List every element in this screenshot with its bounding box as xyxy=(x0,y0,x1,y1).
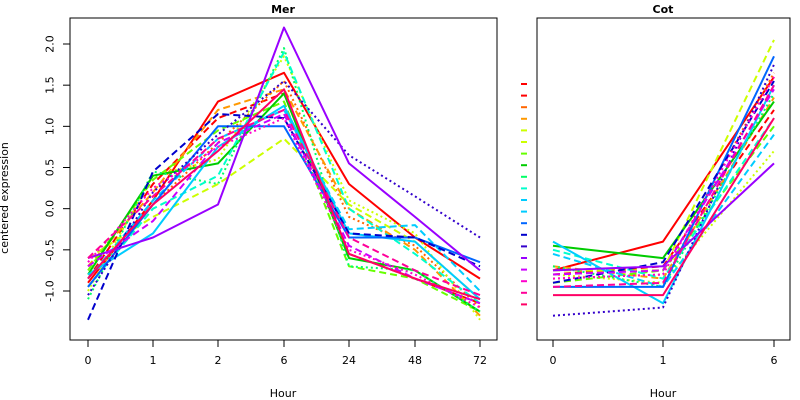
panel-cot-title: Cot xyxy=(653,3,674,16)
panel-cot-series xyxy=(552,39,775,317)
panel-mer-series-line-12 xyxy=(87,108,481,292)
panel-mer-y-axis: -1.0 -0.5 0.0 0.5 1.0 1.5 2.0 xyxy=(44,35,71,302)
panel-cot-x-tick-label: 1 xyxy=(660,354,667,367)
panel-mer-x-tick-label: 1 xyxy=(150,354,157,367)
panel-mer-series-line-4 xyxy=(87,88,481,317)
panel-cot-series-line-19 xyxy=(552,84,775,288)
panel-cot-x-axis: 0 1 6 xyxy=(550,339,778,367)
panel-cot-series-line-10 xyxy=(552,117,775,280)
panel-cot-color-key xyxy=(521,83,527,306)
panel-cot-series-line-8 xyxy=(552,101,775,260)
panel-cot-series-line-13 xyxy=(553,55,775,288)
panel-mer-x-tick-label: 48 xyxy=(408,354,422,367)
panel-mer-series-line-9 xyxy=(87,47,481,313)
panel-mer-x-tick-label: 72 xyxy=(473,354,487,367)
panel-mer-series-line-11 xyxy=(87,104,481,300)
y-axis-label: centered expression xyxy=(0,142,11,254)
panel-mer-y-tick-label: 1.5 xyxy=(44,76,57,94)
panel-mer-series-line-19 xyxy=(87,108,481,297)
panel-mer-x-tick-label: 2 xyxy=(215,354,222,367)
panel-cot-x-axis-label: Hour xyxy=(650,387,677,400)
panel-cot-series-line-15 xyxy=(552,64,775,317)
panel-cot-series-line-16 xyxy=(552,162,775,272)
panel-mer-series xyxy=(87,26,481,321)
panel-mer-series-line-20 xyxy=(87,88,481,301)
panel-mer-series-line-6 xyxy=(87,55,481,321)
panel-mer-y-tick-label: 2.0 xyxy=(44,35,57,53)
panel-mer-y-tick-label: -1.0 xyxy=(44,280,57,301)
panel-mer-title: Mer xyxy=(271,3,295,16)
panel-mer-x-tick-label: 24 xyxy=(342,354,356,367)
panel-mer-x-axis: 0 1 2 6 24 48 72 xyxy=(85,339,487,367)
panel-mer-y-tick-label: 1.0 xyxy=(44,118,57,136)
panel-cot-series-line-14 xyxy=(552,80,775,284)
panel-cot-x-tick-label: 0 xyxy=(550,354,557,367)
panel-mer-y-tick-label: -0.5 xyxy=(44,239,57,260)
panel-mer: Mer -1.0 -0.5 0.0 0.5 1.0 1.5 2.0 0 1 2 6 24 48 72 H… xyxy=(44,3,498,400)
panel-mer-series-line-16 xyxy=(87,26,481,272)
panel-cot: Cot 0 1 6 Hour xyxy=(521,3,791,400)
panel-cot-series-line-11 xyxy=(552,84,775,305)
panel-mer-x-axis-label: Hour xyxy=(270,387,297,400)
panel-cot-series-line-17 xyxy=(552,88,775,276)
panel-mer-series-line-15 xyxy=(87,80,481,296)
panel-cot-series-line-18 xyxy=(552,76,775,280)
panel-cot-series-line-20 xyxy=(553,117,775,297)
panel-mer-series-line-14 xyxy=(87,113,481,321)
panel-mer-series-line-10 xyxy=(87,51,481,305)
panel-mer-x-tick-label: 6 xyxy=(281,354,288,367)
panel-mer-x-tick-label: 0 xyxy=(85,354,92,367)
panel-mer-y-tick-label: 0.5 xyxy=(44,159,57,177)
panel-mer-y-tick-label: 0.0 xyxy=(44,200,57,218)
panel-cot-x-tick-label: 6 xyxy=(771,354,778,367)
